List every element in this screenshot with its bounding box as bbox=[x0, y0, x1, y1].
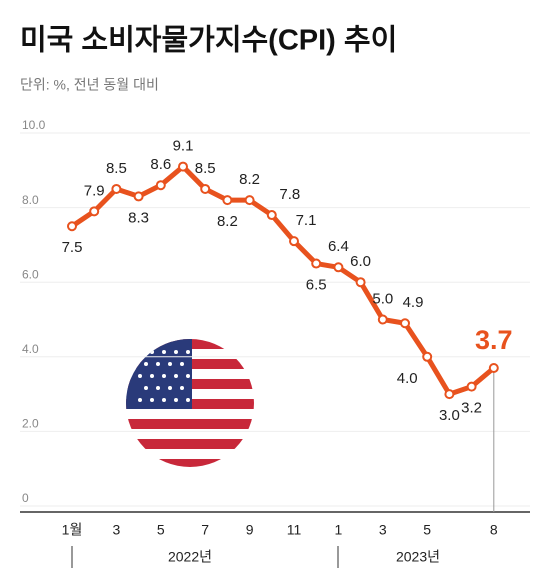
y-tick-label: 8.0 bbox=[22, 193, 39, 207]
y-tick-label: 6.0 bbox=[22, 267, 39, 281]
value-label: 7.8 bbox=[279, 186, 300, 203]
value-label: 8.6 bbox=[150, 156, 171, 173]
value-label: 3.0 bbox=[439, 407, 460, 424]
year-label: 2022년 bbox=[168, 549, 212, 565]
value-label: 4.9 bbox=[403, 294, 424, 311]
x-tick-label: 5 bbox=[157, 522, 165, 538]
point bbox=[289, 236, 299, 247]
value-label: 5.0 bbox=[372, 290, 393, 307]
value-label: 7.9 bbox=[84, 182, 105, 199]
point bbox=[422, 351, 433, 362]
value-label: 8.5 bbox=[195, 160, 216, 177]
point bbox=[133, 191, 144, 202]
point bbox=[355, 277, 366, 288]
value-label: 7.1 bbox=[296, 212, 317, 229]
value-label: 6.4 bbox=[328, 238, 349, 255]
point bbox=[400, 318, 410, 329]
value-label: 9.1 bbox=[173, 138, 194, 155]
point bbox=[266, 210, 277, 221]
value-label: 6.5 bbox=[306, 277, 327, 294]
point bbox=[244, 195, 255, 206]
point bbox=[67, 221, 77, 232]
point bbox=[111, 183, 122, 194]
x-tick-label: 1 bbox=[335, 522, 343, 538]
point bbox=[333, 262, 344, 273]
x-tick-label: 5 bbox=[423, 522, 431, 538]
value-label: 7.5 bbox=[62, 239, 83, 256]
value-label: 6.0 bbox=[350, 253, 371, 270]
value-label: 4.0 bbox=[397, 370, 418, 387]
x-tick-label: 9 bbox=[246, 522, 254, 538]
point bbox=[444, 389, 455, 400]
x-tick-label: 3 bbox=[379, 522, 387, 538]
chart-subtitle: 단위: %, 전년 동월 대비 bbox=[20, 77, 159, 93]
point bbox=[89, 206, 100, 217]
point bbox=[488, 362, 499, 373]
point bbox=[155, 180, 166, 191]
x-tick-label: 11 bbox=[287, 522, 302, 538]
y-tick-label: 10.0 bbox=[22, 118, 46, 132]
value-label: 8.3 bbox=[128, 209, 149, 226]
y-tick-label: 0 bbox=[22, 491, 29, 505]
point bbox=[222, 195, 233, 206]
value-label: 8.2 bbox=[239, 171, 260, 188]
point bbox=[311, 258, 322, 269]
y-tick-label: 4.0 bbox=[22, 342, 39, 356]
value-label: 8.5 bbox=[106, 160, 127, 177]
point bbox=[200, 183, 211, 194]
point bbox=[377, 314, 388, 325]
chart-title: 미국 소비자물가지수(CPI) 추이 bbox=[20, 24, 397, 57]
x-tick-label: 1월 bbox=[62, 522, 83, 538]
y-tick-label: 2.0 bbox=[22, 417, 39, 431]
x-tick-label: 8 bbox=[490, 522, 498, 538]
value-label: 3.2 bbox=[461, 400, 482, 417]
year-label: 2023년 bbox=[396, 549, 440, 565]
point bbox=[466, 381, 477, 392]
us-flag bbox=[126, 339, 254, 467]
point bbox=[178, 161, 188, 172]
value-label: 3.7 bbox=[475, 325, 513, 355]
x-tick-label: 7 bbox=[201, 522, 209, 538]
value-label: 8.2 bbox=[217, 213, 238, 230]
x-tick-label: 3 bbox=[113, 522, 121, 538]
